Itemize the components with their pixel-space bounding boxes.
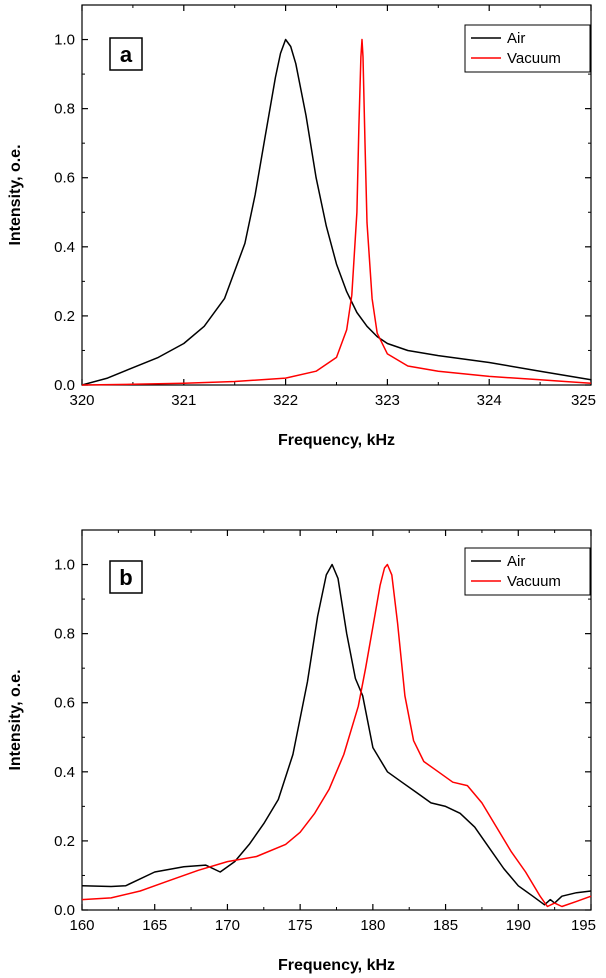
panel-label-box	[109, 37, 143, 71]
series-line-vacuum	[81, 38, 592, 386]
series-line-air	[81, 38, 592, 386]
chart-panel-b: 160 165 170 175 180 185 190 195 0.0 0.2 0.4 0.6 0.8 1…	[7, 529, 596, 974]
y-tick-label: 1.0	[54, 557, 75, 574]
x-tick-label: 190	[506, 917, 531, 934]
chart-panel-a: 320 321 322 323 324 325 0.0 0.2 0.4 0.6 0.8 1.0 Freq…	[7, 4, 596, 449]
y-tick-label: 0.4	[54, 239, 75, 256]
legend-label-air: Air	[507, 30, 525, 47]
x-tick-label: 180	[360, 917, 385, 934]
x-tick-label: 160	[69, 917, 94, 934]
series-line-air	[81, 563, 592, 906]
y-tick-label: 0.6	[54, 695, 75, 712]
y-tick-label: 1.0	[54, 32, 75, 49]
x-tick-label: 185	[433, 917, 458, 934]
x-tick-label: 321	[171, 392, 196, 409]
y-tick-label: 0.8	[54, 626, 75, 643]
y-tick-label: 0.8	[54, 101, 75, 118]
x-tick-label: 322	[273, 392, 298, 409]
panel-label-box	[109, 560, 143, 594]
x-axis-title: Frequency, kHz	[278, 957, 395, 974]
x-tick-label: 195	[571, 917, 596, 934]
y-tick-label: 0.2	[54, 308, 75, 325]
panel-label: a	[120, 42, 133, 67]
y-tick-label: 0.0	[54, 377, 75, 394]
x-tick-label: 323	[375, 392, 400, 409]
y-axis-title: Intensity, o.e.	[7, 144, 24, 245]
x-tick-label: 325	[571, 392, 596, 409]
y-tick-label: 0.0	[54, 902, 75, 919]
x-tick-label: 320	[69, 392, 94, 409]
y-tick-label: 0.2	[54, 833, 75, 850]
x-tick-label: 170	[215, 917, 240, 934]
x-tick-label: 165	[142, 917, 167, 934]
series-line-vacuum	[81, 563, 592, 908]
legend-box	[464, 547, 591, 596]
panel-label: b	[119, 565, 132, 590]
y-tick-label: 0.4	[54, 764, 75, 781]
legend-label-air: Air	[507, 553, 525, 570]
legend-label-vacuum: Vacuum	[507, 573, 561, 590]
legend-box	[464, 24, 591, 73]
x-tick-label: 324	[477, 392, 502, 409]
x-tick-label: 175	[288, 917, 313, 934]
y-axis-title: Intensity, o.e.	[7, 669, 24, 770]
y-tick-label: 0.6	[54, 170, 75, 187]
x-axis-title: Frequency, kHz	[278, 432, 395, 449]
legend-label-vacuum: Vacuum	[507, 50, 561, 67]
